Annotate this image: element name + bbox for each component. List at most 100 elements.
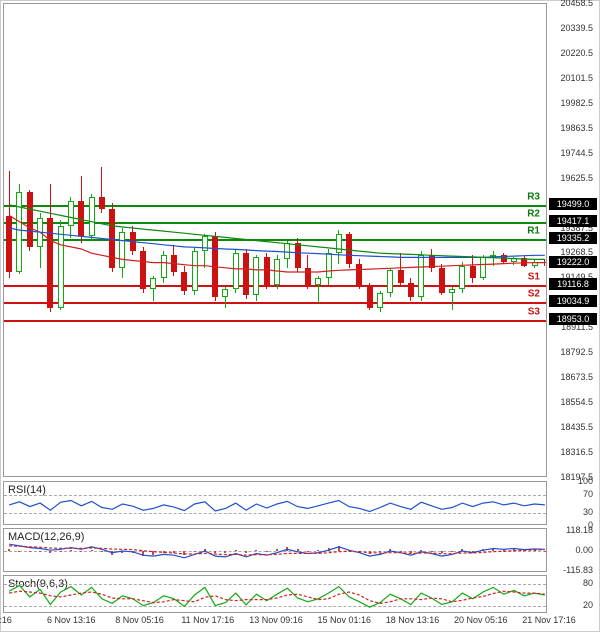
rsi-y-axis: 10070300 bbox=[549, 481, 597, 525]
macd-hist-bar bbox=[163, 551, 165, 553]
macd-hist-bar bbox=[338, 546, 340, 551]
stoch-y-axis: 8020 bbox=[549, 575, 597, 613]
level-price-s3: 18953.0 bbox=[549, 313, 597, 325]
macd-hist-bar bbox=[513, 549, 515, 551]
macd-hist-bar bbox=[410, 551, 412, 553]
macd-hist-bar bbox=[297, 549, 299, 551]
level-price-s1: 19116.8 bbox=[549, 278, 597, 290]
xtick: 13 Nov 09:16 bbox=[249, 615, 303, 625]
macd-hist-bar bbox=[523, 550, 525, 551]
rsi-line bbox=[4, 482, 546, 524]
ytick: 18673.5 bbox=[560, 372, 593, 382]
macd-hist-bar bbox=[49, 551, 51, 553]
macd-panel[interactable]: MACD(12,26,9) bbox=[3, 528, 547, 572]
level-label-r1: R1 bbox=[527, 226, 540, 237]
xtick: 1:16 bbox=[0, 615, 12, 625]
time-x-axis: 1:16 6 Nov 13:16 8 Nov 05:16 11 Nov 17:16 13… bbox=[3, 615, 547, 629]
xtick: 8 Nov 05:16 bbox=[115, 615, 164, 625]
ytick: 19744.5 bbox=[560, 148, 593, 158]
rsi-ytick: 30 bbox=[583, 507, 593, 517]
level-label-r3: R3 bbox=[527, 192, 540, 203]
macd-hist-bar bbox=[255, 550, 257, 551]
macd-hist-bar bbox=[358, 551, 360, 552]
level-line-r1 bbox=[4, 239, 546, 241]
macd-hist-bar bbox=[18, 551, 20, 552]
level-line-r3 bbox=[4, 205, 546, 207]
macd-line bbox=[4, 529, 546, 571]
xtick: 15 Nov 01:16 bbox=[317, 615, 371, 625]
ytick: 20339.5 bbox=[560, 23, 593, 33]
ytick: 18792.5 bbox=[560, 347, 593, 357]
macd-hist-bar bbox=[60, 551, 62, 552]
macd-hist-bar bbox=[420, 550, 422, 551]
macd-hist-bar bbox=[348, 550, 350, 551]
level-line-s2 bbox=[4, 302, 546, 304]
rsi-ytick: 100 bbox=[578, 476, 593, 486]
macd-ytick: -115.83 bbox=[563, 565, 593, 575]
level-line-r2 bbox=[4, 222, 546, 224]
xtick: 20 Nov 05:16 bbox=[454, 615, 508, 625]
stoch-band bbox=[4, 606, 546, 607]
macd-hist-bar bbox=[492, 548, 494, 551]
xtick: 11 Nov 17:16 bbox=[181, 615, 234, 625]
macd-hist-bar bbox=[276, 549, 278, 551]
macd-hist-bar bbox=[183, 551, 185, 555]
xtick: 6 Nov 13:16 bbox=[47, 615, 96, 625]
macd-hist-bar bbox=[317, 550, 319, 551]
level-label-s3: S3 bbox=[528, 306, 540, 317]
macd-hist-bar bbox=[482, 549, 484, 551]
stoch-panel[interactable]: Stoch(9,6,3) bbox=[3, 575, 547, 613]
macd-hist-bar bbox=[389, 549, 391, 551]
price-panel[interactable]: R3R2R1S1S2S3 bbox=[3, 3, 547, 477]
macd-hist-bar bbox=[173, 551, 175, 553]
macd-hist-bar bbox=[235, 550, 237, 551]
rsi-ytick: 70 bbox=[583, 489, 593, 499]
stoch-ytick: 20 bbox=[583, 600, 593, 610]
level-price-s2: 19034.9 bbox=[549, 295, 597, 307]
macd-hist-bar bbox=[111, 551, 113, 555]
level-label-r2: R2 bbox=[527, 209, 540, 220]
macd-hist-bar bbox=[461, 549, 463, 551]
ytick: 19982.5 bbox=[560, 98, 593, 108]
macd-hist-bar bbox=[39, 551, 41, 552]
macd-hist-bar bbox=[152, 551, 154, 555]
ytick: 20101.5 bbox=[560, 73, 593, 83]
macd-hist-bar bbox=[431, 551, 433, 552]
chart-container: R3R2R1S1S2S3 20458.520339.520220.520101.… bbox=[0, 0, 600, 632]
macd-hist-bar bbox=[534, 550, 536, 551]
stoch-band bbox=[4, 584, 546, 585]
rsi-band bbox=[4, 495, 546, 496]
ytick: 20220.5 bbox=[560, 48, 593, 58]
rsi-label: RSI(14) bbox=[8, 484, 46, 496]
macd-hist-bar bbox=[224, 551, 226, 553]
macd-hist-bar bbox=[286, 547, 288, 551]
macd-hist-bar bbox=[400, 551, 402, 552]
macd-hist-bar bbox=[307, 551, 309, 552]
macd-hist-bar bbox=[70, 550, 72, 551]
price-y-axis: 20458.5 20339.5 20220.5 20101.5 19982.5 19863… bbox=[549, 3, 597, 477]
ytick: 20458.5 bbox=[560, 0, 593, 8]
rsi-panel[interactable]: RSI(14) bbox=[3, 481, 547, 525]
macd-hist-bar bbox=[503, 549, 505, 551]
xtick: 18 Nov 13:16 bbox=[386, 615, 440, 625]
ytick: 19625.5 bbox=[560, 173, 593, 183]
macd-hist-bar bbox=[328, 548, 330, 551]
xtick: 21 Nov 17:16 bbox=[522, 615, 576, 625]
macd-hist-bar bbox=[245, 551, 247, 553]
macd-hist-bar bbox=[194, 551, 196, 552]
current-price-label: 19222.0 bbox=[549, 256, 597, 268]
macd-hist-bar bbox=[121, 551, 123, 553]
rsi-band bbox=[4, 513, 546, 514]
macd-hist-bar bbox=[441, 551, 443, 553]
macd-hist-bar bbox=[142, 551, 144, 556]
macd-ytick: 118.18 bbox=[566, 525, 593, 535]
macd-hist-bar bbox=[379, 551, 381, 552]
ytick: 19863.5 bbox=[560, 123, 593, 133]
macd-hist-bar bbox=[204, 549, 206, 551]
macd-hist-bar bbox=[101, 551, 103, 552]
macd-hist-bar bbox=[132, 551, 134, 553]
macd-y-axis: 118.18 0.00 -115.83 bbox=[549, 528, 597, 572]
macd-ytick: 0.00 bbox=[575, 545, 593, 555]
macd-hist-bar bbox=[451, 551, 453, 552]
level-price-r1: 19335.2 bbox=[549, 232, 597, 244]
